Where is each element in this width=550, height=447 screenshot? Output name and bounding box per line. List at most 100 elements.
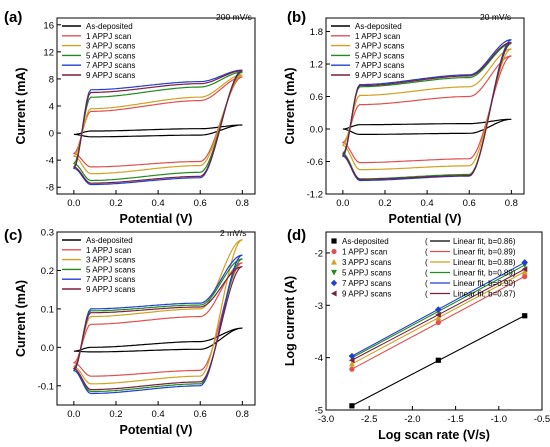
legend-label: 9 APPJ scans <box>342 290 391 299</box>
legend-label: As-deposited <box>342 237 389 246</box>
data-point <box>435 357 441 363</box>
scan-rate-label: 200 mV/s <box>216 12 252 22</box>
y-axis-title: Current (mA) <box>14 67 28 144</box>
x-tick-label: 0.4 <box>151 409 164 420</box>
cv-curve <box>72 239 243 385</box>
legend-label: 5 APPJ scans <box>355 51 404 60</box>
panel-label: (c) <box>4 227 22 244</box>
x-axis-title: Potential (V) <box>120 423 193 437</box>
x-tick-label: 0.8 <box>236 198 249 209</box>
y-tick-label: 12 <box>43 47 54 58</box>
y-tick-label: -4 <box>315 353 323 364</box>
plot-frame <box>56 231 256 406</box>
legend-label: 7 APPJ scans <box>86 61 135 70</box>
x-tick-label: -2.5 <box>361 414 377 425</box>
data-point <box>348 352 356 360</box>
cv-curve <box>72 69 243 186</box>
x-axis-title: Potential (V) <box>389 212 462 226</box>
cv-curve <box>72 76 243 168</box>
legend-label: 1 APPJ scan <box>342 248 387 257</box>
x-tick-label: 0.0 <box>67 198 80 209</box>
legend-fit-label: Linear fit, b=0.87) <box>453 290 516 299</box>
legend-label: 1 APPJ scan <box>86 246 131 255</box>
scan-rate-label: 2 mV/s <box>220 228 246 238</box>
x-tick-label: 0.8 <box>236 409 249 420</box>
data-point <box>435 306 442 313</box>
legend-label: 1 APPJ scan <box>86 32 131 41</box>
y-tick-label: -5 <box>315 406 323 417</box>
y-tick-label: -8 <box>46 183 54 194</box>
y-tick-label: 0 <box>49 129 54 140</box>
y-tick-label: 1.8 <box>310 27 323 38</box>
data-point <box>522 273 528 280</box>
y-axis-title: Current (mA) <box>14 280 28 357</box>
data-point <box>522 313 528 319</box>
legend-paren: ( <box>425 258 428 267</box>
y-tick-label: -0.6 <box>307 157 323 168</box>
legend-label: 3 APPJ scans <box>86 256 135 265</box>
legend-label: 5 APPJ scans <box>86 265 135 274</box>
x-tick-label: 0.2 <box>109 409 122 420</box>
legend-label: As-deposited <box>86 236 133 245</box>
x-axis-title: Log scan rate (V/s) <box>378 428 490 442</box>
panel-label: (b) <box>287 9 306 26</box>
legend-paren: ( <box>425 237 428 246</box>
x-tick-label: -1.0 <box>491 414 507 425</box>
legend-fit-label: Linear fit, b=0.88) <box>453 258 516 267</box>
legend-label: As-deposited <box>86 22 133 31</box>
legend-label: 9 APPJ scans <box>86 71 135 80</box>
y-tick-label: 0.6 <box>310 92 323 103</box>
x-tick-label: -0.5 <box>534 414 550 425</box>
cv-curve <box>72 262 243 377</box>
legend-label: 3 APPJ scans <box>355 42 404 51</box>
legend-label: 5 APPJ scans <box>342 269 391 278</box>
y-tick-label: 4 <box>49 102 54 113</box>
data-point <box>521 268 528 275</box>
cv-curve <box>73 327 243 353</box>
chart-panel-c: 0.0 0.2 0.4 0.6 0.8 -0.1 0.0 0.1 0.2 0.3 Potential… <box>4 227 256 437</box>
legend-label: 9 APPJ scans <box>355 71 404 80</box>
x-tick-label: 0.6 <box>194 409 207 420</box>
x-tick-label: 0.8 <box>505 198 518 209</box>
legend-marker <box>330 279 338 287</box>
y-tick-label: -2 <box>315 248 323 259</box>
legend-paren: ( <box>425 290 428 299</box>
cv-curve <box>342 41 512 180</box>
x-tick-label: 0.2 <box>378 198 391 209</box>
x-tick-label: -1.5 <box>447 414 463 425</box>
x-axis-title: Potential (V) <box>120 212 193 226</box>
cv-curve <box>342 39 512 182</box>
data-point <box>348 360 355 367</box>
legend-fit-label: Linear fit, b=0.86) <box>453 237 516 246</box>
x-tick-label: 0.0 <box>336 198 349 209</box>
legend-fit-label: Linear fit, b=0.89) <box>453 269 516 278</box>
legend-marker <box>331 248 337 255</box>
cv-curve <box>72 254 243 395</box>
data-point <box>521 266 528 273</box>
legend-label: 5 APPJ scans <box>86 51 135 60</box>
data-point <box>435 314 442 321</box>
panel-label: (a) <box>4 9 22 26</box>
legend-label: 3 APPJ scans <box>342 258 391 267</box>
x-tick-label: 0.4 <box>420 198 433 209</box>
y-tick-label: 16 <box>43 20 54 31</box>
legend-marker <box>331 238 337 244</box>
legend-fit-label: Linear fit, b=0.90) <box>453 279 516 288</box>
scan-rate-label: 20 mV/s <box>480 12 511 22</box>
data-point <box>348 357 355 364</box>
x-tick-label: 0.6 <box>194 198 207 209</box>
legend-label: 7 APPJ scans <box>342 279 391 288</box>
cv-curve <box>72 71 243 182</box>
data-point <box>349 403 355 409</box>
y-tick-label: -4 <box>46 156 54 167</box>
legend-label: 7 APPJ scans <box>86 275 135 284</box>
legend-marker <box>331 269 337 276</box>
cv-curve <box>342 42 512 180</box>
legend-label: As-deposited <box>355 22 402 31</box>
y-tick-label: 8 <box>49 74 54 85</box>
y-tick-label: -0.1 <box>38 381 54 392</box>
panel-label: (d) <box>287 227 306 244</box>
legend-label: 3 APPJ scans <box>86 42 135 51</box>
x-tick-label: 0.6 <box>463 198 476 209</box>
